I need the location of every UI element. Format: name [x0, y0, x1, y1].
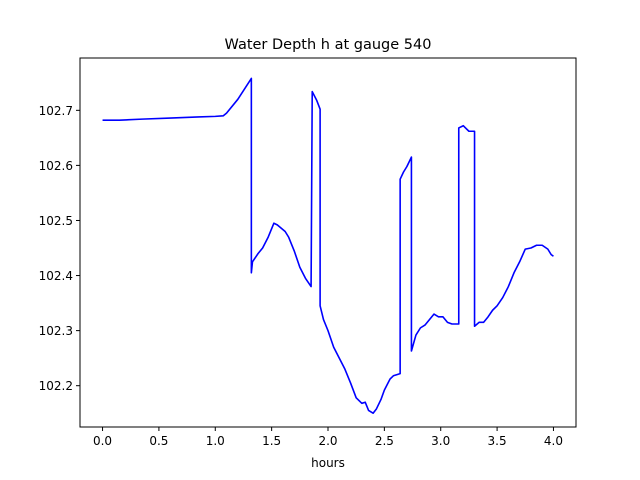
x-tick-label: 2.5: [375, 434, 394, 448]
series-line-0: [102, 77, 554, 415]
y-axis-ticks: 102.2 102.3 102.4 102.5 102.6 102.7: [39, 104, 80, 393]
x-tick-label: 1.0: [206, 434, 225, 448]
x-tick-label: 3.5: [488, 434, 507, 448]
x-tick-label: 3.0: [431, 434, 450, 448]
chart-title: Water Depth h at gauge 540: [225, 37, 432, 53]
plot-layer: [102, 77, 554, 415]
y-tick-label: 102.5: [39, 214, 73, 228]
y-tick-label: 102.3: [39, 324, 73, 338]
y-tick-label: 102.7: [39, 104, 73, 118]
x-tick-label: 1.5: [262, 434, 281, 448]
x-tick-label: 0.5: [149, 434, 168, 448]
x-tick-label: 4.0: [544, 434, 563, 448]
y-tick-label: 102.4: [39, 269, 73, 283]
x-axis-ticks: 0.0 0.5 1.0 1.5 2.0 2.5 3.0 3.5 4.0: [93, 427, 563, 448]
y-tick-label: 102.2: [39, 379, 73, 393]
x-tick-label: 2.0: [318, 434, 337, 448]
y-tick-label: 102.6: [39, 159, 73, 173]
x-tick-label: 0.0: [93, 434, 112, 448]
x-axis-label: hours: [311, 456, 345, 470]
